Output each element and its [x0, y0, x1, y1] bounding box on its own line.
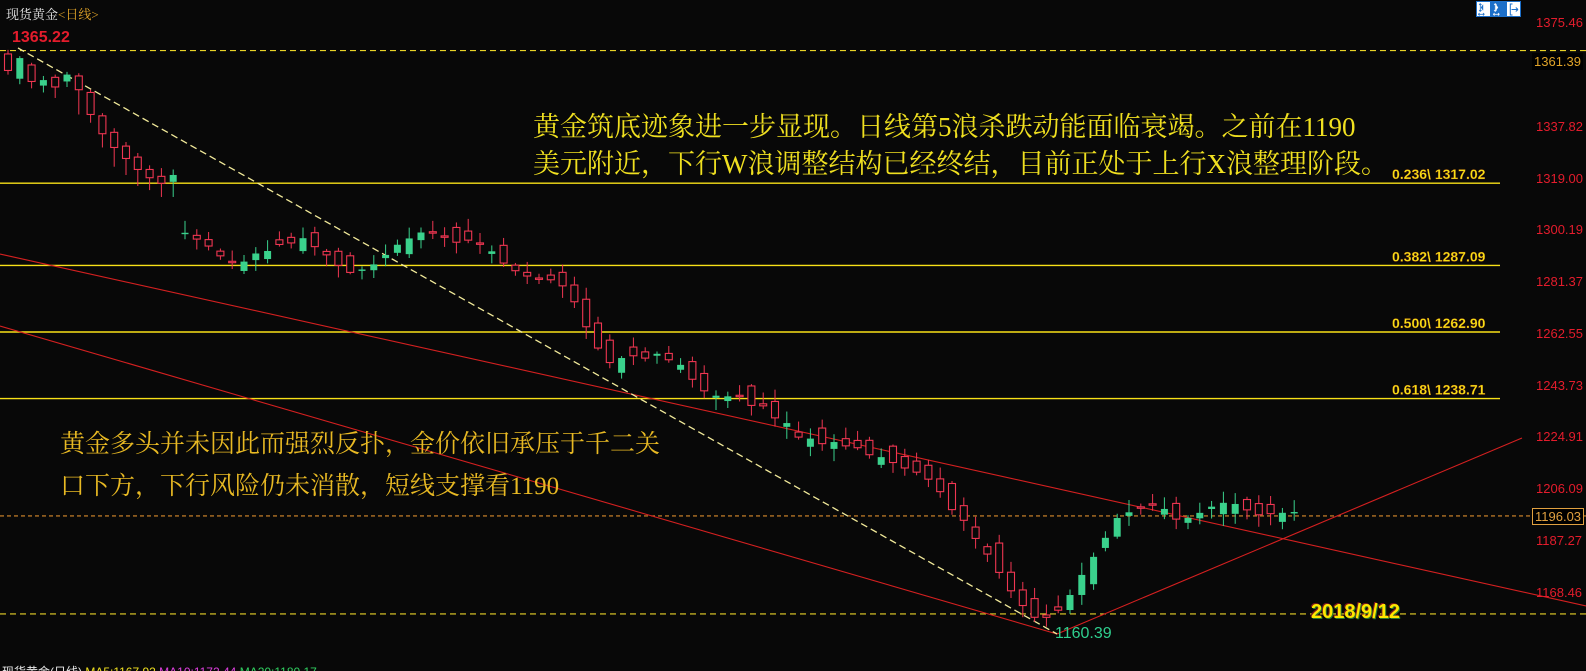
svg-text:0.500\ 1262.90: 0.500\ 1262.90 — [1392, 315, 1486, 331]
svg-text:0.236\ 1317.02: 0.236\ 1317.02 — [1392, 166, 1486, 182]
svg-text:0.618\ 1238.71: 0.618\ 1238.71 — [1392, 382, 1486, 398]
svg-text:0.382\ 1287.09: 0.382\ 1287.09 — [1392, 248, 1486, 264]
